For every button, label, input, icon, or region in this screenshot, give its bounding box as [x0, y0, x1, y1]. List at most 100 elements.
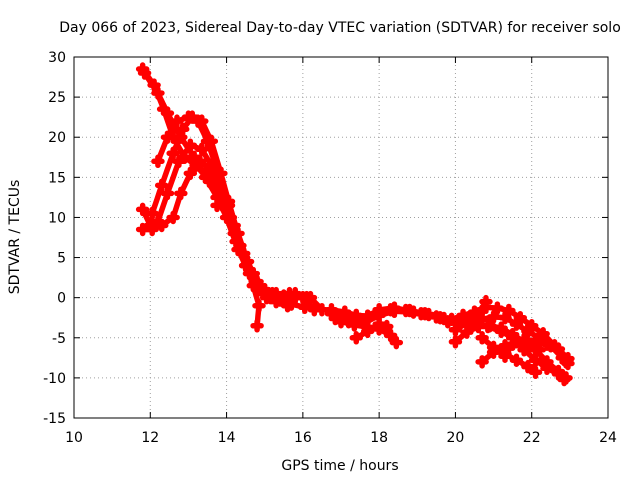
data-point	[183, 166, 198, 181]
data-point	[210, 198, 224, 213]
data-point	[498, 349, 512, 363]
y-tick-label: 30	[48, 50, 66, 66]
markers-track-7	[210, 190, 236, 213]
data-point	[479, 294, 493, 309]
data-point	[154, 178, 169, 193]
y-tick-label: -15	[43, 411, 66, 427]
y-tick-label: 0	[57, 291, 66, 307]
data-point	[561, 351, 575, 366]
axis-ticks	[73, 56, 609, 419]
x-tick-label: 24	[599, 430, 617, 446]
data-point	[170, 114, 184, 128]
data-point	[486, 310, 501, 324]
data-point	[240, 254, 255, 269]
x-tick-label: 18	[370, 430, 388, 446]
data-point	[551, 364, 566, 379]
data-point	[160, 130, 175, 144]
data-point	[521, 324, 535, 339]
data-point	[448, 323, 463, 337]
data-point	[360, 324, 375, 339]
data-point	[145, 222, 159, 237]
y-tick-label: 25	[48, 90, 66, 106]
chart-title: Day 066 of 2023, Sidereal Day-to-day VTE…	[59, 20, 621, 36]
markers-track-17	[475, 335, 547, 369]
data-point	[183, 138, 198, 152]
data-point	[252, 298, 266, 313]
data-point	[448, 335, 463, 349]
data-point	[204, 134, 219, 148]
data-point	[551, 342, 566, 356]
data-point	[135, 222, 150, 237]
data-point	[172, 154, 186, 169]
data-point	[296, 290, 310, 305]
y-tick-label: 20	[48, 130, 66, 146]
data-point	[195, 114, 209, 128]
data-point	[406, 305, 421, 319]
data-point	[261, 286, 276, 301]
data-point	[307, 302, 322, 317]
data-point	[509, 353, 524, 367]
data-point	[557, 372, 571, 387]
data-point	[166, 210, 180, 225]
data-point	[486, 345, 501, 359]
data-point	[505, 327, 520, 342]
data-point	[475, 355, 489, 369]
x-tick-label: 16	[294, 430, 312, 446]
x-tick-label: 12	[141, 430, 159, 446]
data-point	[437, 311, 451, 326]
data-point	[456, 308, 470, 323]
data-point	[216, 190, 230, 205]
data-point	[195, 142, 209, 157]
data-point	[475, 331, 489, 345]
x-tick-label: 22	[523, 430, 541, 446]
data-point	[298, 300, 312, 315]
data-point	[532, 343, 547, 357]
data-point	[185, 110, 199, 124]
data-point	[471, 319, 486, 334]
data-point	[521, 359, 535, 374]
y-tick-label: 10	[48, 210, 66, 226]
data-point	[509, 335, 524, 349]
data-point	[214, 166, 228, 181]
data-point	[471, 306, 486, 321]
y-tick-labels: -15 -10 -5 0 5 10 15 20 25 30	[43, 50, 66, 427]
markers-track-14	[448, 294, 493, 337]
data-point	[135, 202, 150, 217]
data-point	[498, 310, 512, 325]
data-point	[498, 339, 512, 353]
data-point	[383, 328, 398, 343]
data-point	[273, 293, 287, 307]
data-point	[502, 303, 516, 318]
data-point	[494, 321, 508, 335]
data-point	[250, 318, 264, 333]
data-point	[160, 106, 175, 120]
data-point	[231, 226, 245, 241]
data-point	[528, 353, 543, 367]
x-tick-label: 14	[218, 430, 236, 446]
data-point	[528, 365, 543, 380]
data-point	[540, 337, 554, 351]
x-tick-label: 10	[65, 430, 83, 446]
y-tick-label: -5	[52, 331, 66, 347]
data-point	[137, 66, 152, 80]
data-point	[198, 170, 213, 185]
data-point	[389, 335, 404, 350]
data-point	[151, 154, 165, 169]
markers-track-12	[349, 317, 394, 345]
data-point	[347, 318, 362, 332]
y-tick-label: -10	[43, 371, 66, 387]
data-point	[334, 314, 348, 329]
data-point	[154, 218, 169, 233]
data-point	[221, 198, 236, 213]
data-point	[193, 154, 207, 169]
data-point	[175, 122, 190, 136]
x-tick-labels: 10 12 14 16 18 20 22 24	[65, 430, 617, 446]
data-point	[540, 355, 554, 369]
data-point	[174, 186, 188, 201]
data-point	[160, 186, 175, 201]
series-track-6	[149, 114, 308, 311]
series-layer	[135, 62, 575, 387]
plot-frame	[73, 56, 609, 419]
data-point	[166, 146, 180, 161]
